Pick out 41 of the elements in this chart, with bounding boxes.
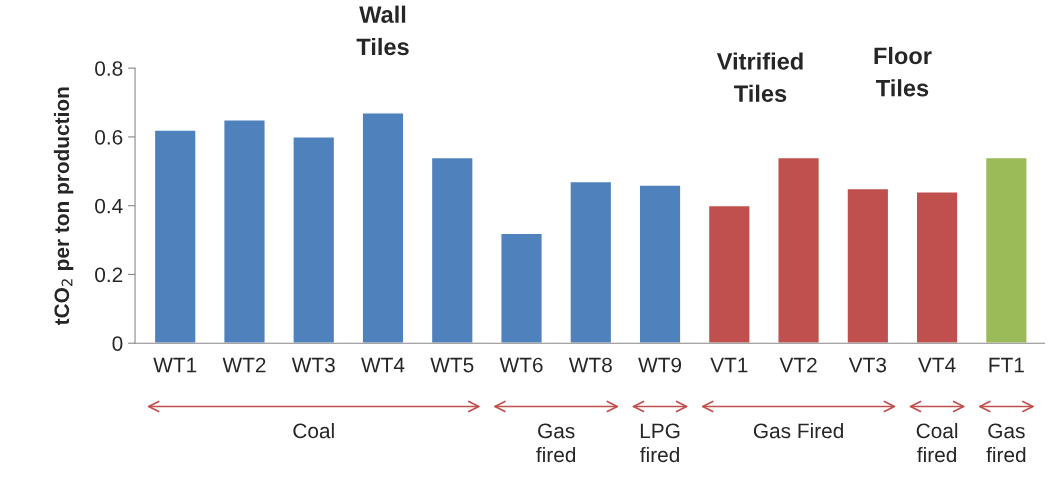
y-tick-label: 0.8 <box>95 61 123 76</box>
x-tick-label: VT4 <box>918 357 956 373</box>
bar <box>984 156 1028 344</box>
x-tick-label: FT1 <box>989 357 1024 373</box>
text: Wall Tiles <box>356 5 409 56</box>
bar <box>153 129 197 344</box>
bar <box>292 136 336 344</box>
annotation: Vitrified Tiles <box>716 52 803 102</box>
x-tick-label: WT1 <box>153 357 197 373</box>
y-axis-title: tCO$_{2}$ per ton production <box>53 87 74 326</box>
bar <box>569 180 613 344</box>
y-tick-label: 0.4 <box>95 198 123 214</box>
y-tick-label: 0.6 <box>95 129 123 145</box>
text: Gas fired <box>536 423 576 463</box>
bar <box>500 232 543 344</box>
x-tick-label: WT9 <box>638 357 682 373</box>
bar <box>638 184 682 344</box>
bar <box>361 112 405 344</box>
text: Gas fired <box>986 423 1026 463</box>
x-tick-label: WT3 <box>291 357 335 373</box>
text: Coal <box>293 422 334 439</box>
x-tick-label: WT6 <box>499 357 543 373</box>
bar <box>707 204 751 344</box>
text: LPG fired <box>640 423 680 463</box>
y-tick-label: 0 <box>112 336 123 351</box>
text: Gas Fired <box>753 422 843 439</box>
bar <box>846 187 890 344</box>
bar <box>777 156 821 344</box>
text: Coal fired <box>916 422 958 463</box>
x-tick-label: WT5 <box>430 357 474 373</box>
bar <box>430 156 474 344</box>
bar <box>915 191 959 344</box>
bar <box>223 119 266 344</box>
x-tick-label: VT3 <box>848 357 887 373</box>
x-tick-label: VT2 <box>779 357 817 373</box>
x-tick-label: WT2 <box>222 357 266 373</box>
x-tick-label: WT8 <box>568 357 612 373</box>
x-tick-label: WT4 <box>361 357 405 373</box>
x-tick-label: VT1 <box>710 357 748 373</box>
y-tick-label: 0.2 <box>95 267 123 283</box>
annotation: Floor Tiles <box>874 46 932 97</box>
